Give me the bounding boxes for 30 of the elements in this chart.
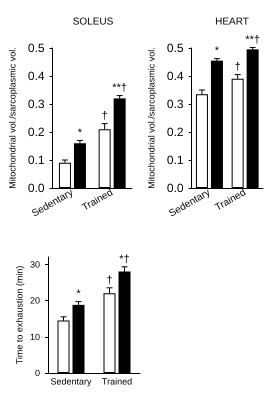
annotation: †	[234, 61, 241, 74]
y-tick-label: 0.3	[166, 97, 184, 111]
y-axis-title: Mitochondrial vol./sarcoplasmic vol.	[8, 47, 18, 189]
annotation: **†	[112, 82, 127, 94]
chart-title: SOLEUS	[72, 16, 114, 28]
annotation: *	[78, 126, 83, 139]
chart-title: HEART	[215, 16, 249, 28]
annotation: *†	[119, 253, 130, 266]
x-tick-label: Trained	[102, 376, 132, 386]
y-tick-label: 0.1	[166, 153, 184, 167]
y-tick-label: 0	[34, 368, 40, 378]
y-tick-label: 0.2	[28, 125, 45, 139]
y-tick-label: 0.2	[166, 125, 184, 139]
y-tick-label: 0.4	[28, 69, 45, 83]
annotation: †	[106, 274, 113, 286]
y-tick-label: 10	[30, 332, 40, 342]
annotation: *	[76, 288, 82, 300]
y-tick-label: 0.4	[166, 69, 184, 83]
x-tick-label: Sedentary	[50, 376, 92, 386]
y-tick-label: 30	[30, 259, 40, 270]
y-tick-label: 20	[30, 296, 40, 306]
y-tick-label: 0.5	[166, 41, 184, 55]
annotation: **†	[245, 34, 260, 46]
annotation: †	[102, 110, 108, 122]
y-tick-label: 0.3	[28, 97, 45, 111]
y-axis-title: Time to exhaustion (min)	[14, 266, 24, 364]
annotation: *	[214, 45, 220, 58]
y-axis-title: Mitochondrial vol./sarcoplasmic vol.	[146, 47, 156, 189]
y-tick-label: 0.1	[28, 153, 45, 167]
y-tick-label: 0.5	[28, 41, 45, 55]
